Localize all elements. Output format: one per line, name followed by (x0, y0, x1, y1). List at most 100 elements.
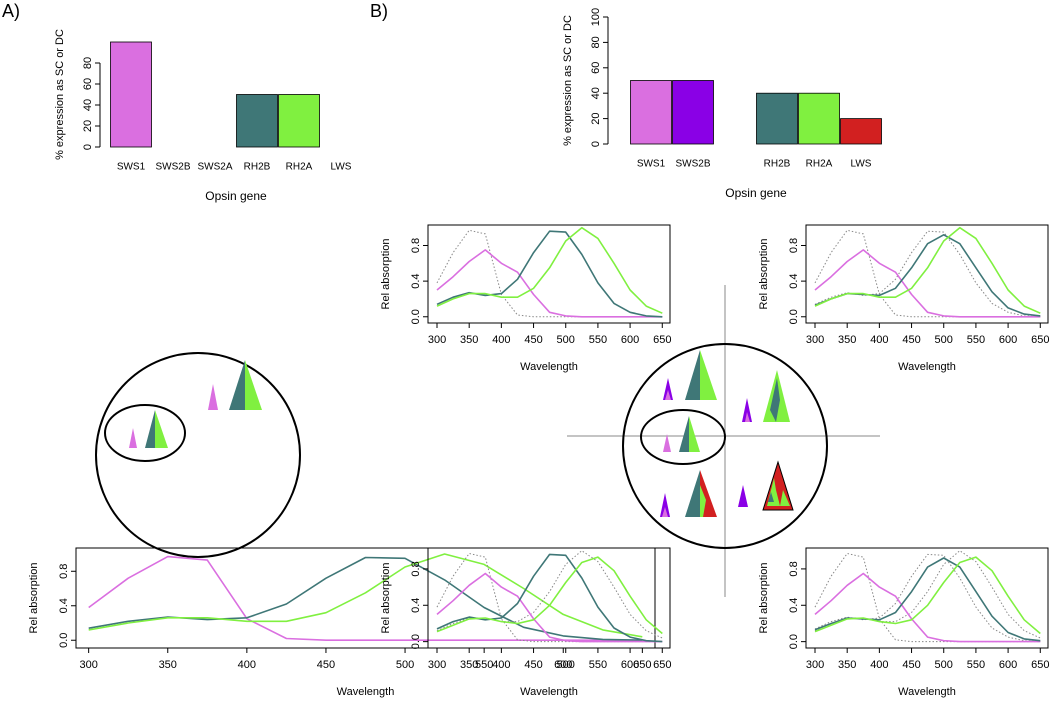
bar (110, 41, 152, 148)
cone-icon (129, 428, 137, 448)
x-tick-label: 550 (967, 659, 985, 671)
x-tick-label: 550 (589, 659, 607, 671)
y-axis-label: Rel absorption (380, 563, 392, 634)
x-axis-label: Wavelength (898, 361, 956, 373)
x-tick-label: LWS (331, 162, 352, 173)
y-tick-label: 40 (590, 87, 602, 99)
x-axis-label: Opsin gene (205, 189, 267, 203)
y-tick-label: 80 (590, 36, 602, 48)
absorption-curve (436, 230, 663, 318)
plot-frame (75, 547, 656, 649)
x-axis-label: Wavelength (520, 361, 578, 373)
cone-icon (663, 434, 671, 452)
x-tick-label: 400 (492, 659, 510, 671)
y-tick-label: 0.4 (58, 598, 70, 613)
absorption-curve (436, 226, 663, 314)
absorption-curve (88, 556, 643, 641)
absorption-curve (814, 249, 1041, 318)
x-axis-label: Wavelength (520, 686, 578, 698)
y-tick-label: 0 (82, 144, 94, 150)
y-tick-label: 0.0 (788, 634, 800, 649)
outer-circle (622, 343, 828, 549)
bar (672, 80, 714, 145)
x-tick-label: 500 (935, 659, 953, 671)
x-tick-label: 600 (621, 334, 639, 346)
cone-icon (679, 416, 689, 452)
y-tick-label: 80 (82, 57, 94, 69)
y-tick-label: 0.0 (410, 309, 422, 324)
y-axis-label: Rel absorption (758, 563, 770, 634)
x-tick-label: 650 (653, 334, 671, 346)
bar (278, 94, 320, 148)
x-tick-label: 450 (317, 659, 335, 671)
x-tick-label: 300 (79, 659, 97, 671)
y-tick-label: 60 (82, 78, 94, 90)
x-tick-label: RH2A (286, 162, 313, 173)
cone-icon (768, 492, 774, 502)
y-tick-label: 100 (590, 8, 602, 26)
x-tick-label: SWS1 (637, 159, 666, 170)
bar (756, 92, 798, 145)
absorption-curve (436, 572, 663, 643)
cone-icon (745, 412, 750, 422)
x-tick-label: 300 (428, 334, 446, 346)
x-tick-label: 300 (806, 659, 824, 671)
absorption-curve (88, 555, 643, 641)
x-tick-label: 400 (870, 659, 888, 671)
cone-icon (665, 390, 671, 400)
y-axis-label: % expression as SC or DC (562, 15, 574, 146)
y-tick-label: 0.8 (788, 238, 800, 253)
absorption-curve (436, 249, 663, 318)
cone-icon (660, 493, 670, 517)
x-tick-label: 400 (870, 334, 888, 346)
x-tick-label: 350 (159, 659, 177, 671)
y-tick-label: 20 (590, 112, 602, 124)
x-tick-label: 400 (492, 334, 510, 346)
x-axis-label: Wavelength (898, 686, 956, 698)
cone-icon (663, 378, 673, 400)
x-tick-label: 300 (428, 659, 446, 671)
cone-icon (685, 350, 700, 400)
x-tick-label: 350 (838, 659, 856, 671)
x-tick-label: 500 (396, 659, 414, 671)
x-tick-label: SWS1 (117, 162, 146, 173)
y-axis-label: Rel absorption (380, 239, 392, 310)
y-tick-label: 0.8 (58, 564, 70, 579)
absorption-curve (814, 226, 1041, 314)
cone-icon (662, 507, 668, 517)
cone-icon (208, 384, 218, 410)
x-tick-label: 550 (967, 334, 985, 346)
x-tick-label: 450 (902, 334, 920, 346)
inner-ellipse (640, 409, 726, 465)
cone-icon (145, 410, 155, 448)
y-tick-label: 0.0 (788, 309, 800, 324)
cone-icon (689, 416, 700, 452)
x-tick-label: 450 (524, 659, 542, 671)
x-tick-label: 350 (460, 334, 478, 346)
x-tick-label: 650 (1031, 334, 1049, 346)
absorption-curve (814, 572, 1041, 643)
x-tick-label: 600 (621, 659, 639, 671)
x-tick-label: 650 (633, 659, 651, 671)
bar (840, 118, 882, 145)
x-tick-label: SWS2A (197, 162, 232, 173)
x-tick-label: 400 (238, 659, 256, 671)
cone-icon (685, 470, 700, 517)
y-tick-label: 60 (590, 62, 602, 74)
x-tick-label: 450 (524, 334, 542, 346)
x-tick-label: 600 (999, 659, 1017, 671)
cone-icon (245, 360, 262, 410)
y-tick-label: 0.4 (410, 598, 422, 613)
y-axis-label: Rel absorption (758, 239, 770, 310)
x-tick-label: 500 (935, 334, 953, 346)
bar (630, 80, 672, 145)
y-tick-label: 0.0 (58, 633, 70, 648)
y-tick-label: 40 (82, 99, 94, 111)
y-tick-label: 0.8 (410, 561, 422, 576)
absorption-curve (814, 234, 1041, 317)
x-tick-label: RH2A (806, 159, 833, 170)
y-axis-label: % expression as SC or DC (54, 29, 66, 160)
inner-ellipse (104, 404, 186, 462)
absorption-curve (436, 556, 663, 635)
